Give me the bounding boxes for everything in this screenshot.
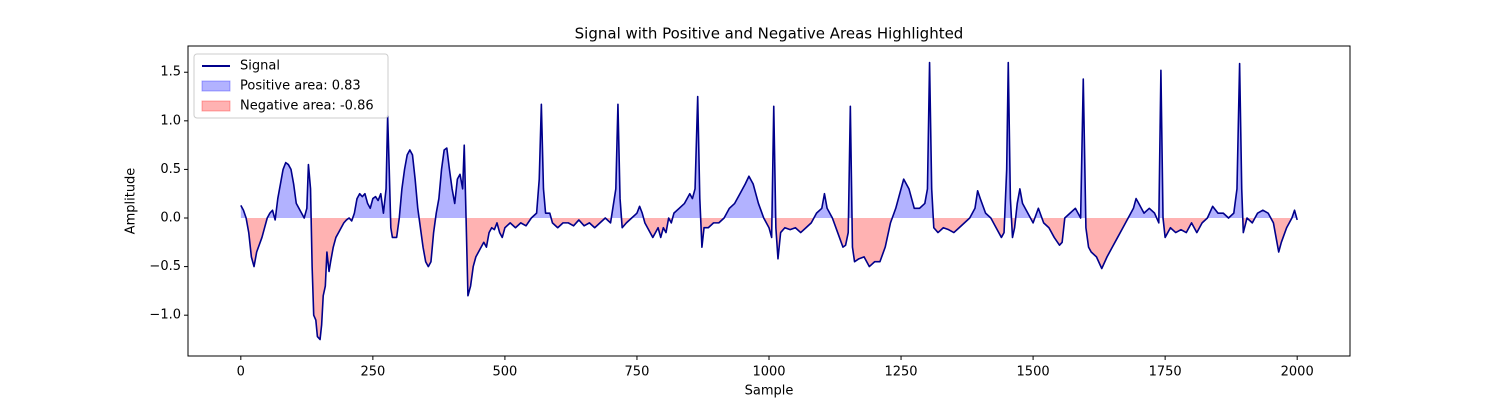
plot-area <box>240 61 1298 341</box>
y-axis-label: Amplitude <box>124 168 139 235</box>
negative-area <box>246 218 1298 340</box>
x-tick-label: 500 <box>492 365 517 380</box>
x-tick-label: 2000 <box>1281 365 1314 380</box>
positive-area <box>240 62 1298 219</box>
legend-patch <box>201 80 231 92</box>
x-tick-label: 0 <box>237 365 245 380</box>
chart-title: Signal with Positive and Negative Areas … <box>575 25 964 43</box>
y-tick-label: 0.0 <box>160 211 181 226</box>
legend-label: Positive area: 0.83 <box>240 79 361 94</box>
signal-line <box>240 61 1298 341</box>
y-tick-label: 0.5 <box>160 162 181 177</box>
y-tick-label: 1.5 <box>160 65 181 80</box>
x-tick-label: 1750 <box>1149 365 1182 380</box>
x-axis-label: Sample <box>745 384 794 399</box>
y-tick-label: 1.0 <box>160 113 181 128</box>
legend-label: Signal <box>240 59 280 74</box>
x-tick-label: 1000 <box>752 365 785 380</box>
y-tick-label: −1.0 <box>149 308 181 323</box>
x-tick-label: 1500 <box>1017 365 1050 380</box>
y-tick-label: −0.5 <box>149 259 181 274</box>
x-tick-label: 250 <box>360 365 385 380</box>
legend-box <box>193 53 389 119</box>
x-tick-label: 750 <box>625 365 650 380</box>
legend-patch <box>201 100 231 112</box>
legend: Signal Positive area: 0.83 Negative area: … <box>193 53 389 119</box>
axes-frame <box>187 45 1351 357</box>
x-tick-label: 1250 <box>884 365 917 380</box>
legend-label: Negative area: -0.86 <box>240 99 374 114</box>
